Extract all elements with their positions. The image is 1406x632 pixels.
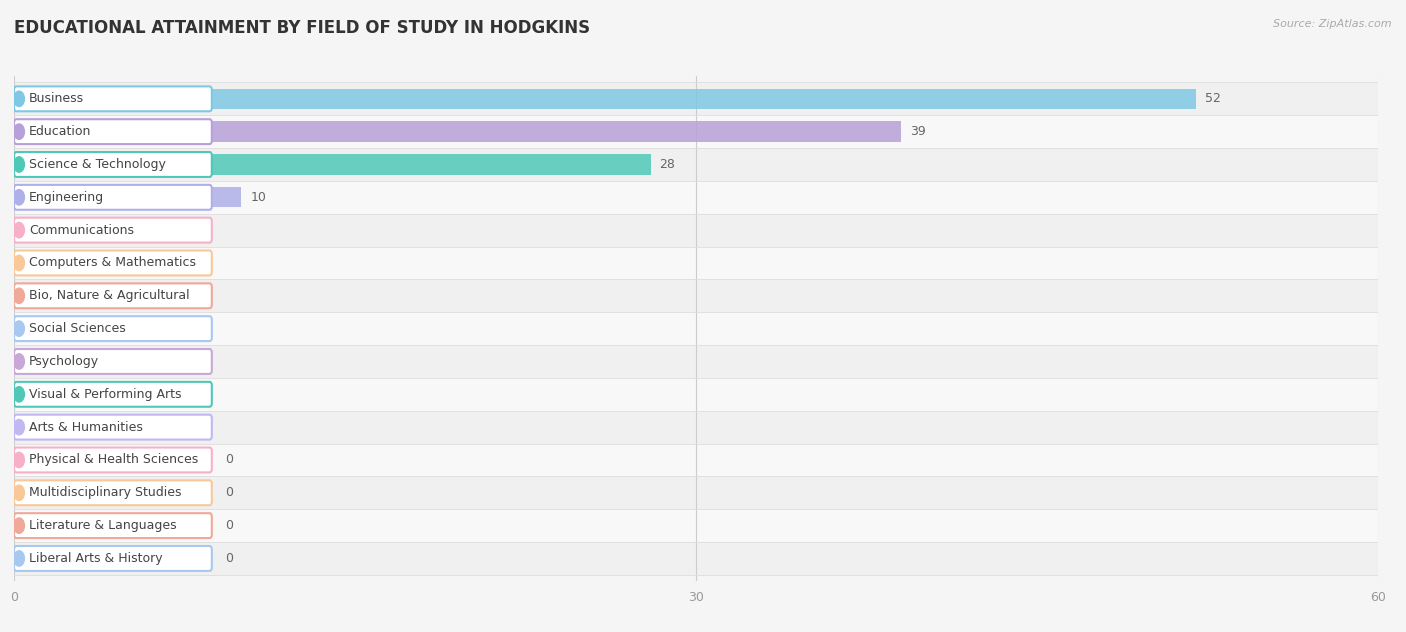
Text: 39: 39 [910,125,925,138]
Bar [14,417,82,437]
Text: 28: 28 [659,158,675,171]
Circle shape [14,288,24,303]
Circle shape [14,157,24,172]
FancyBboxPatch shape [14,480,212,505]
Bar [14,246,1378,279]
FancyBboxPatch shape [14,185,212,210]
Text: Literature & Languages: Literature & Languages [30,519,177,532]
Bar [14,286,105,306]
Text: Computers & Mathematics: Computers & Mathematics [30,257,195,269]
FancyBboxPatch shape [14,217,212,243]
Text: 52: 52 [1205,92,1220,106]
Circle shape [14,354,24,369]
Text: 0: 0 [225,552,233,565]
Text: 0: 0 [225,519,233,532]
Text: Liberal Arts & History: Liberal Arts & History [30,552,163,565]
Bar [14,411,1378,444]
Bar [14,509,1378,542]
Bar [14,115,1378,148]
Text: 0: 0 [225,486,233,499]
Bar [14,148,1378,181]
Circle shape [14,453,24,468]
Circle shape [14,222,24,238]
Text: Education: Education [30,125,91,138]
Circle shape [14,321,24,336]
Text: 6: 6 [159,224,167,236]
FancyBboxPatch shape [14,119,212,144]
Text: EDUCATIONAL ATTAINMENT BY FIELD OF STUDY IN HODGKINS: EDUCATIONAL ATTAINMENT BY FIELD OF STUDY… [14,19,591,37]
FancyBboxPatch shape [14,250,212,276]
FancyBboxPatch shape [14,283,212,308]
Text: 3: 3 [91,355,100,368]
Circle shape [14,387,24,402]
Circle shape [14,255,24,270]
FancyBboxPatch shape [14,316,212,341]
Bar [14,214,1378,246]
Bar [14,378,1378,411]
Text: 4: 4 [114,257,122,269]
Bar [14,187,242,207]
Text: Social Sciences: Social Sciences [30,322,125,335]
Text: Visual & Performing Arts: Visual & Performing Arts [30,388,181,401]
FancyBboxPatch shape [14,349,212,374]
Text: Multidisciplinary Studies: Multidisciplinary Studies [30,486,181,499]
FancyBboxPatch shape [14,447,212,472]
Text: Business: Business [30,92,84,106]
FancyBboxPatch shape [14,87,212,111]
Bar [14,220,150,240]
Circle shape [14,190,24,205]
Text: Bio, Nature & Agricultural: Bio, Nature & Agricultural [30,289,190,302]
Bar [14,319,105,339]
Bar [14,181,1378,214]
Text: Science & Technology: Science & Technology [30,158,166,171]
Text: Communications: Communications [30,224,134,236]
Bar [14,477,1378,509]
Bar [14,312,1378,345]
Text: 4: 4 [114,322,122,335]
FancyBboxPatch shape [14,513,212,538]
Text: Physical & Health Sciences: Physical & Health Sciences [30,454,198,466]
Text: 10: 10 [250,191,266,204]
Circle shape [14,124,24,139]
Circle shape [14,518,24,533]
Bar [14,279,1378,312]
Text: Arts & Humanities: Arts & Humanities [30,421,143,434]
Bar [14,384,82,404]
Bar [14,154,651,174]
Bar [14,345,1378,378]
Bar [14,542,1378,575]
Bar [14,88,1197,109]
Bar [14,253,105,273]
FancyBboxPatch shape [14,152,212,177]
Text: 0: 0 [225,454,233,466]
Text: 4: 4 [114,289,122,302]
Text: 3: 3 [91,421,100,434]
FancyBboxPatch shape [14,415,212,440]
FancyBboxPatch shape [14,382,212,407]
Circle shape [14,485,24,501]
Bar [14,351,82,372]
Bar [14,444,1378,477]
Text: Psychology: Psychology [30,355,98,368]
FancyBboxPatch shape [14,546,212,571]
Bar [14,82,1378,115]
Text: Engineering: Engineering [30,191,104,204]
Circle shape [14,550,24,566]
Text: 3: 3 [91,388,100,401]
Circle shape [14,420,24,435]
Text: Source: ZipAtlas.com: Source: ZipAtlas.com [1274,19,1392,29]
Circle shape [14,91,24,107]
Bar [14,121,900,142]
